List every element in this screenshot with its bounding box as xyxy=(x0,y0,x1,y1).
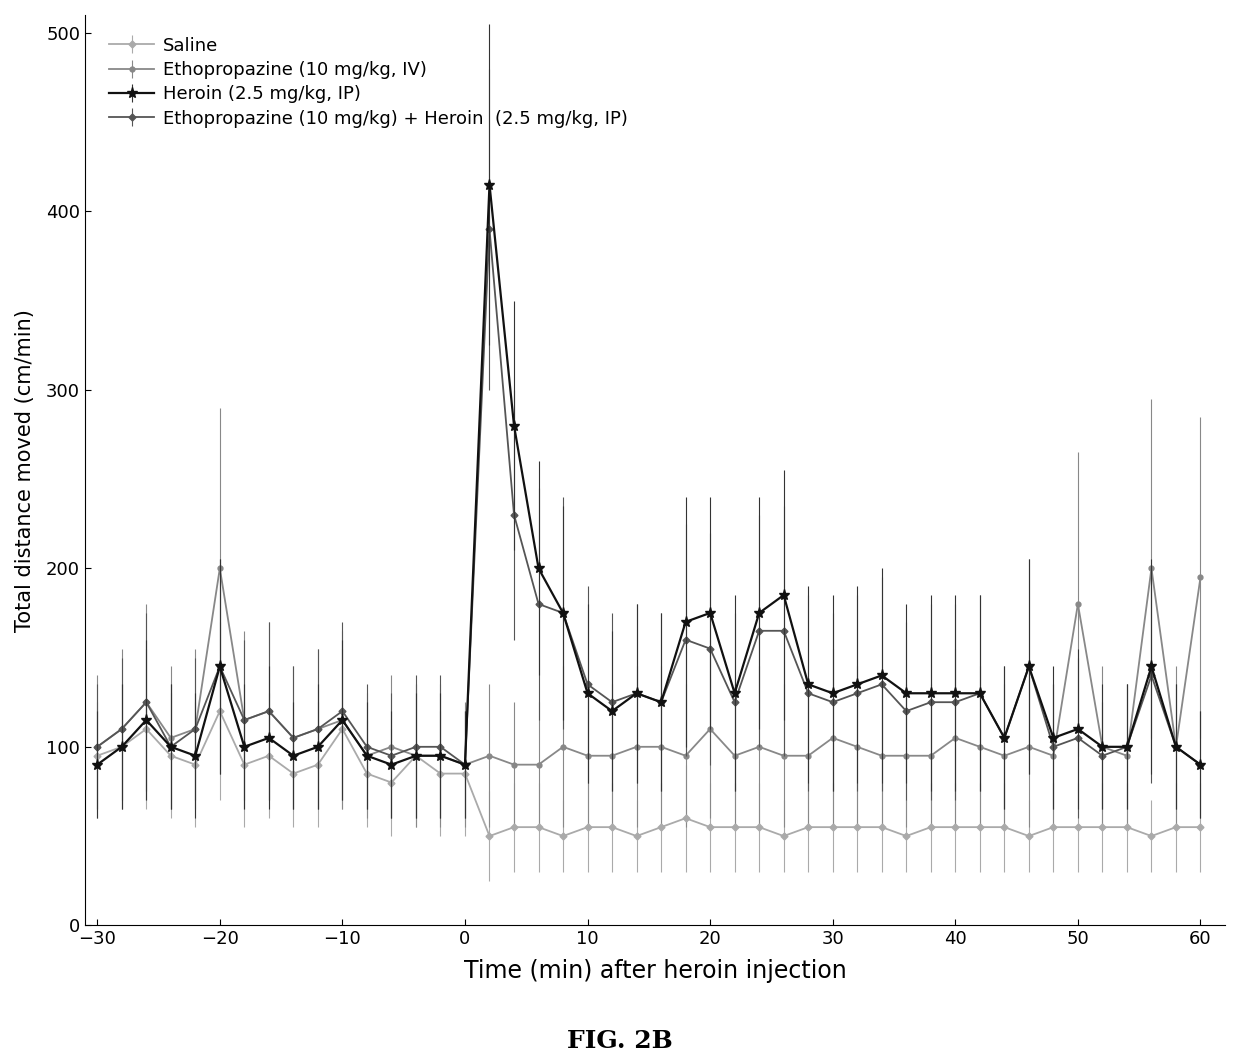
Text: FIG. 2B: FIG. 2B xyxy=(567,1029,673,1052)
X-axis label: Time (min) after heroin injection: Time (min) after heroin injection xyxy=(464,959,847,983)
Legend: Saline, Ethopropazine (10 mg/kg, IV), Heroin (2.5 mg/kg, IP), Ethopropazine (10 : Saline, Ethopropazine (10 mg/kg, IV), He… xyxy=(105,33,631,132)
Y-axis label: Total distance moved (cm/min): Total distance moved (cm/min) xyxy=(15,309,35,632)
